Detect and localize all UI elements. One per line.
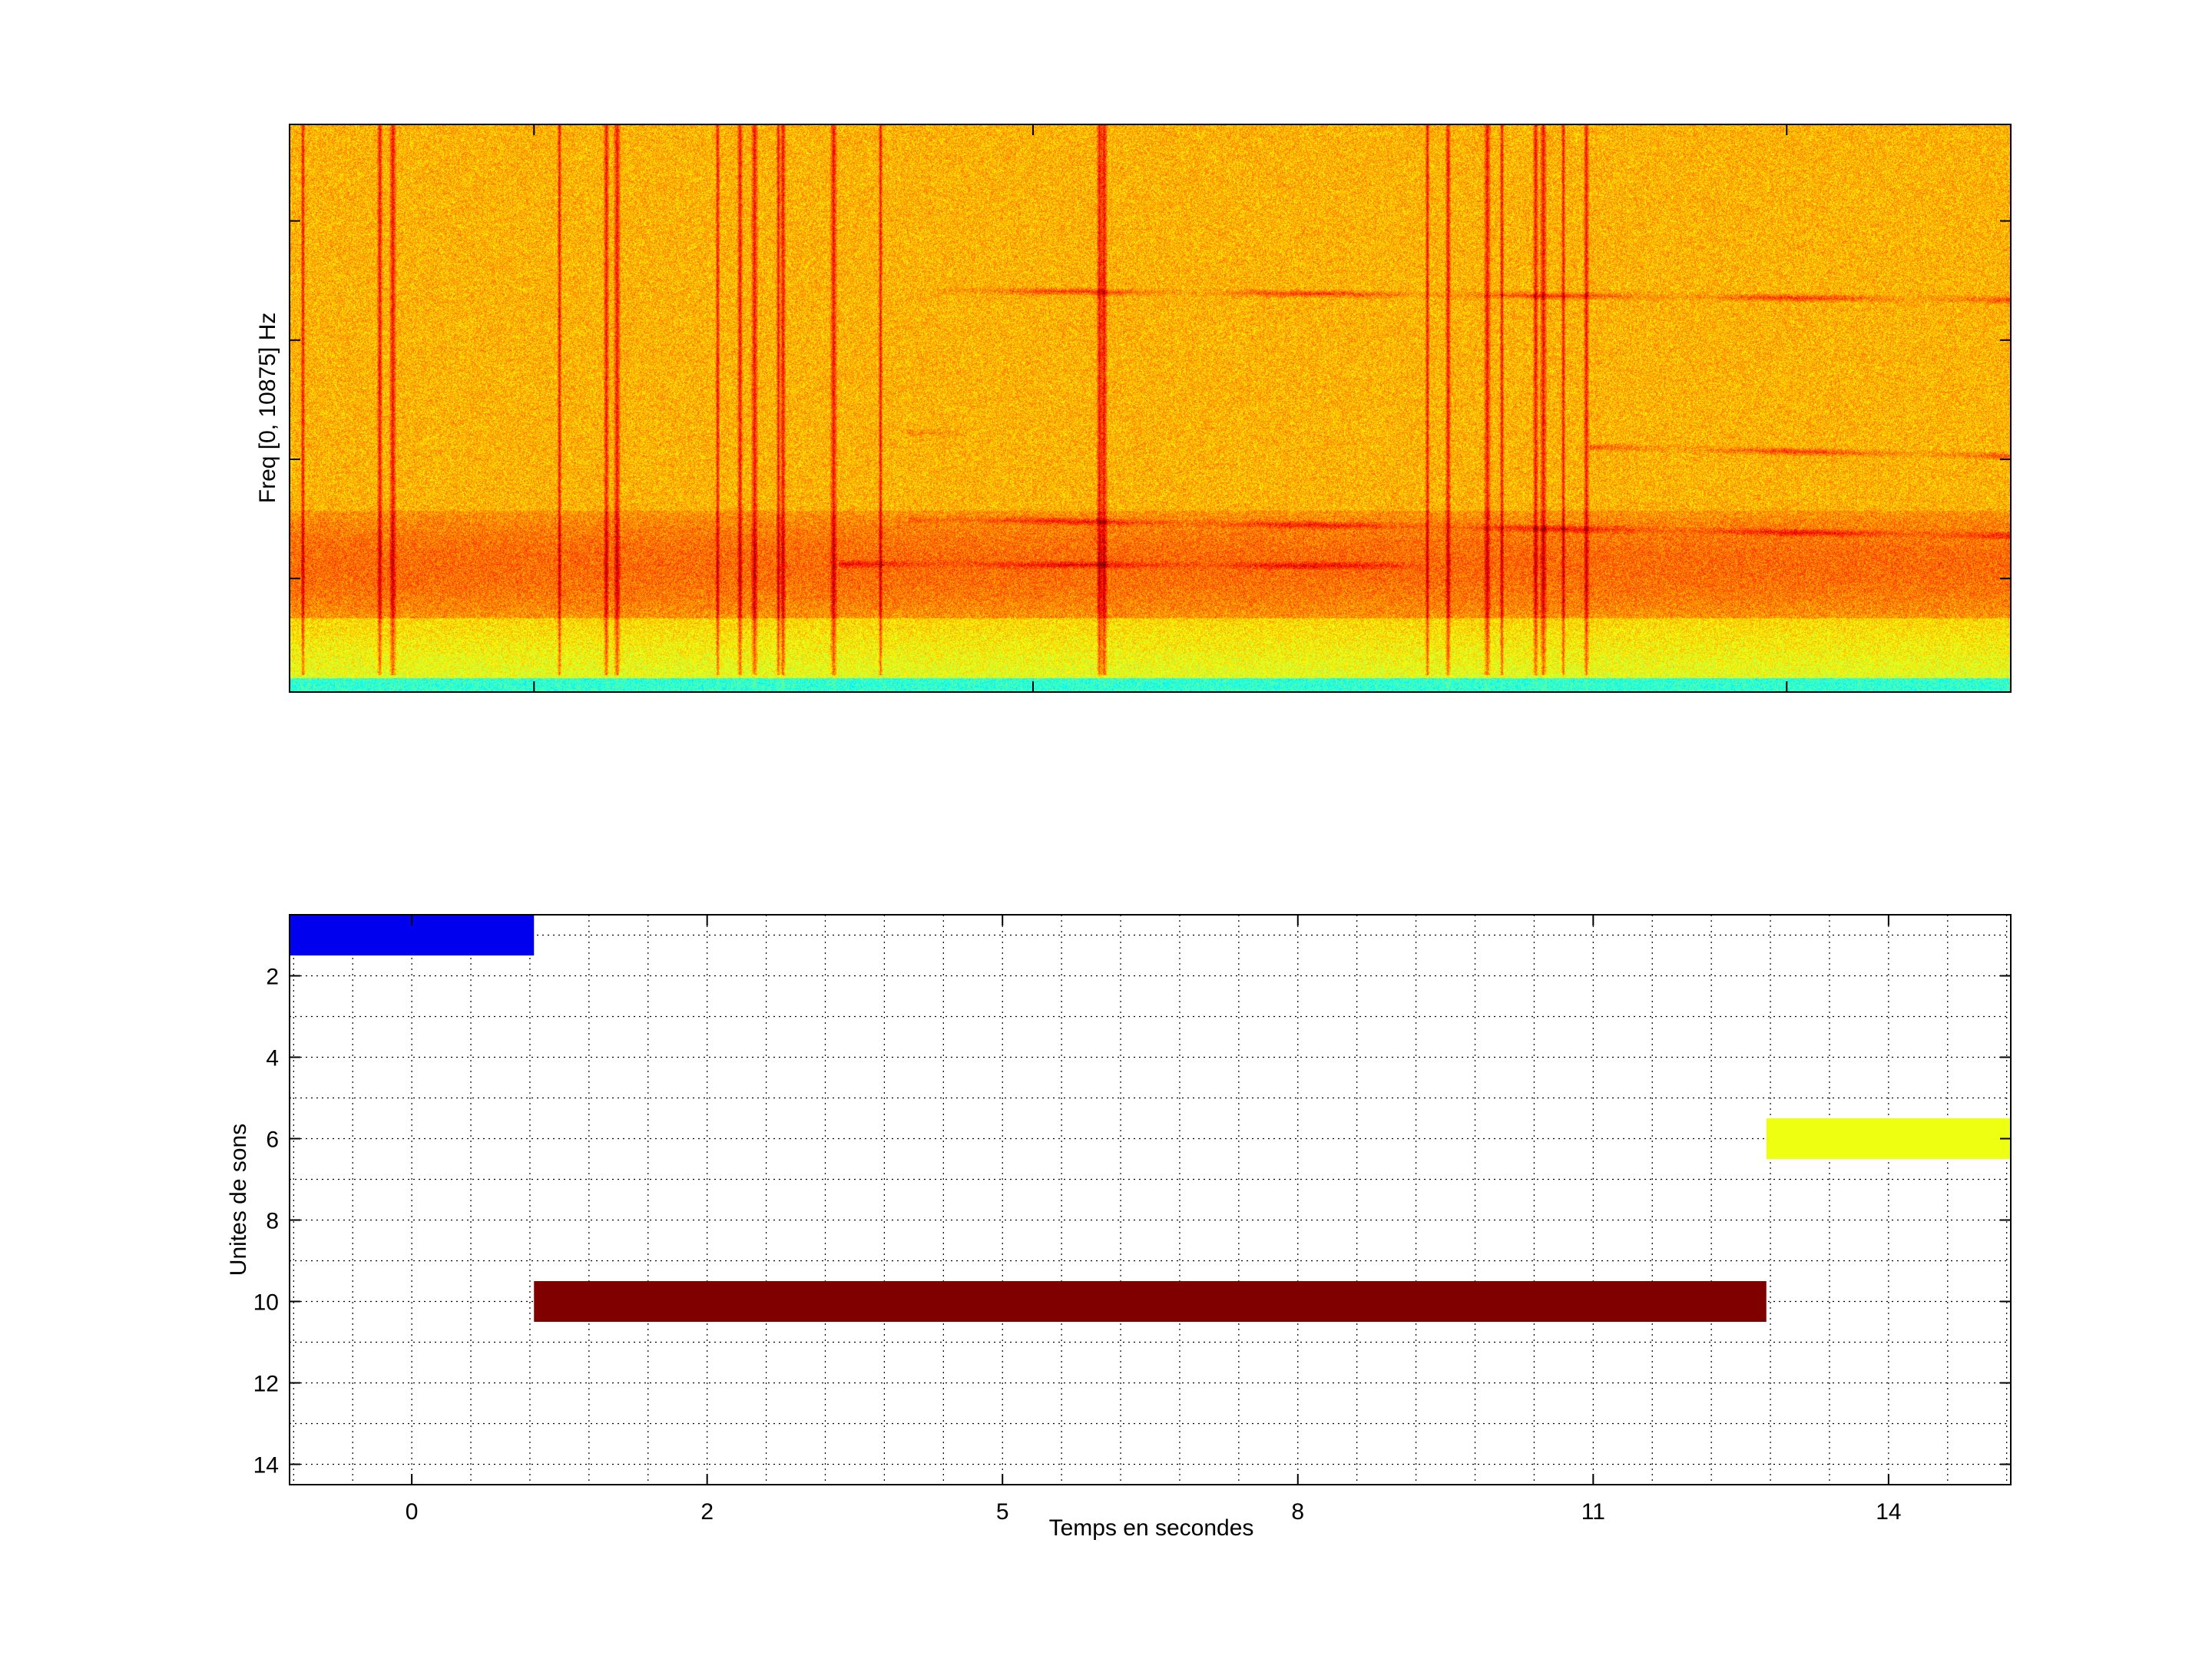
timeline-ylabel: Unites de sons xyxy=(226,1124,251,1276)
spectrogram-axes-frame xyxy=(290,124,2011,692)
xtick-label: 14 xyxy=(1876,1499,1901,1525)
xtick-label: 5 xyxy=(996,1499,1009,1525)
ytick-label: 2 xyxy=(266,965,279,990)
xtick-label: 8 xyxy=(1291,1499,1304,1525)
timeline-xlabel: Temps en secondes xyxy=(1049,1515,1254,1541)
xtick-label: 0 xyxy=(406,1499,419,1525)
unit-segment-6 xyxy=(1767,1118,2011,1159)
ytick-label: 4 xyxy=(266,1046,279,1071)
timeline-axes-background xyxy=(290,915,2011,1485)
ytick-label: 10 xyxy=(253,1290,279,1316)
unit-segment-10 xyxy=(534,1281,1767,1322)
xtick-label: 11 xyxy=(1581,1499,1605,1525)
ytick-label: 14 xyxy=(253,1453,279,1479)
ytick-label: 12 xyxy=(253,1372,279,1397)
ytick-label: 6 xyxy=(266,1128,279,1153)
spectrogram-ylabel: Freq [0, 10875] Hz xyxy=(255,313,280,503)
xtick-label: 2 xyxy=(700,1499,714,1525)
ytick-label: 8 xyxy=(266,1209,279,1234)
